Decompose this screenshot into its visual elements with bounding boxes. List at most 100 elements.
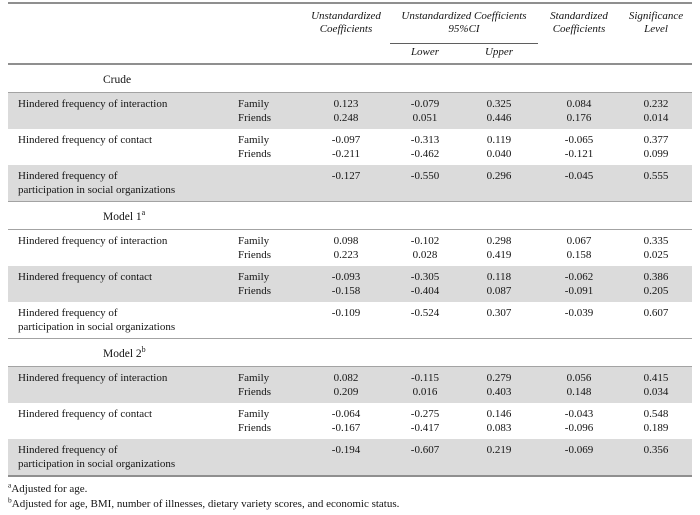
value-line: 0.296 (486, 170, 512, 182)
value-upper: 0.325 0.446 (460, 93, 538, 130)
value-line: 0.119 (486, 134, 512, 146)
value-sig: 0.555 (620, 165, 692, 202)
footnotes: aAdjusted for age. bAdjusted for age, BM… (8, 477, 692, 512)
value-std: -0.039 (538, 302, 620, 339)
value-line: 0.040 (486, 148, 512, 160)
coefficients-table: Unstandardized Coefficients Unstandardiz… (8, 2, 692, 477)
footnote-b: bAdjusted for age, BMI, number of illnes… (8, 495, 692, 512)
value-coef: 0.123 0.248 (302, 93, 390, 130)
value-upper: 0.118 0.087 (460, 266, 538, 302)
footnote-b-text: Adjusted for age, BMI, number of illness… (11, 498, 400, 510)
value-line: 0.219 (486, 444, 512, 456)
footnote-b-marker: b (8, 495, 12, 505)
value-line: 0.118 (486, 271, 512, 283)
value-line: -0.211 (331, 148, 360, 160)
subgroup-label: Friends (238, 386, 271, 398)
subgroup-labels: Family Friends (236, 367, 302, 404)
section-header-row-model-2: Model 2b (8, 338, 692, 367)
column-header-ci-upper: Upper (460, 43, 538, 65)
row-label: Hindered frequency of interaction (18, 372, 168, 384)
value-line: 0.205 (643, 285, 669, 297)
value-line: 0.223 (333, 249, 359, 261)
value-line: 0.099 (643, 148, 669, 160)
value-lower: -0.305 -0.404 (390, 266, 460, 302)
value-upper: 0.119 0.040 (460, 129, 538, 165)
value-coef: -0.194 (302, 439, 390, 476)
value-upper: 0.307 (460, 302, 538, 339)
value-coef: -0.127 (302, 165, 390, 202)
value-line: 0.386 (643, 271, 669, 283)
row-label: Hindered frequency of contact (18, 271, 153, 283)
value-line: 0.016 (412, 386, 438, 398)
table-row: Hindered frequency of contact Family Frien… (8, 403, 692, 439)
value-std: -0.043 -0.096 (538, 403, 620, 439)
value-line: -0.069 (564, 444, 594, 456)
value-line: 0.067 (566, 235, 592, 247)
subgroup-label: Family (238, 271, 270, 283)
value-line: 0.415 (643, 372, 669, 384)
value-line: -0.115 (410, 372, 439, 384)
value-line: -0.158 (331, 285, 361, 297)
value-line: 0.051 (412, 112, 438, 124)
value-line: -0.097 (331, 134, 361, 146)
section-header-row-model-1: Model 1a (8, 201, 692, 230)
value-line: 0.209 (333, 386, 359, 398)
value-line: 0.279 (486, 372, 512, 384)
value-sig: 0.232 0.014 (620, 93, 692, 130)
value-line: 0.056 (566, 372, 592, 384)
value-lower: -0.550 (390, 165, 460, 202)
subgroup-label: Family (238, 98, 270, 110)
subgroup-label: Friends (238, 112, 271, 124)
table-row: Hindered frequency of interaction Family F… (8, 230, 692, 267)
value-line: 0.325 (486, 98, 512, 110)
subgroup-label: Family (238, 408, 270, 420)
value-line: 0.248 (333, 112, 359, 124)
value-line: 0.148 (566, 386, 592, 398)
value-std: -0.045 (538, 165, 620, 202)
column-header-unstandardized-ci: Unstandardized Coefficients 95%CI (390, 3, 538, 44)
value-upper: 0.219 (460, 439, 538, 476)
value-line: 0.377 (643, 134, 669, 146)
value-std: 0.067 0.158 (538, 230, 620, 267)
value-line: -0.065 (564, 134, 594, 146)
row-label: Hindered frequency of interaction (18, 98, 168, 110)
subgroup-labels: Family Friends (236, 403, 302, 439)
value-line: 0.158 (566, 249, 592, 261)
value-line: 0.087 (486, 285, 512, 297)
subgroup-labels: Family Friends (236, 129, 302, 165)
subgroup-label: Friends (238, 148, 271, 160)
value-line: 0.555 (643, 170, 669, 182)
value-line: 0.034 (643, 386, 669, 398)
subgroup-labels: Family Friends (236, 93, 302, 130)
section-footnote-marker: a (141, 208, 146, 218)
table-row: Hindered frequency of participation in s… (8, 165, 692, 202)
subgroup-label: Family (238, 235, 270, 247)
value-sig: 0.335 0.025 (620, 230, 692, 267)
row-label: Hindered frequency of contact (18, 408, 153, 420)
subgroup-label: Friends (238, 422, 271, 434)
value-coef: -0.109 (302, 302, 390, 339)
value-line: -0.045 (564, 170, 594, 182)
value-upper: 0.146 0.083 (460, 403, 538, 439)
value-std: -0.062 -0.091 (538, 266, 620, 302)
table-row: Hindered frequency of participation in s… (8, 302, 692, 339)
value-std: 0.056 0.148 (538, 367, 620, 404)
value-line: -0.167 (331, 422, 361, 434)
value-line: 0.098 (333, 235, 359, 247)
value-line: -0.102 (410, 235, 440, 247)
value-sig: 0.548 0.189 (620, 403, 692, 439)
row-label: Hindered frequency of participation in s… (18, 307, 176, 333)
value-coef: -0.097 -0.211 (302, 129, 390, 165)
value-line: -0.550 (410, 170, 440, 182)
value-line: 0.232 (643, 98, 669, 110)
table-row: Hindered frequency of interaction Family F… (8, 92, 692, 130)
value-line: -0.039 (564, 307, 594, 319)
subgroup-label: Friends (238, 249, 271, 261)
value-line: -0.417 (410, 422, 440, 434)
value-line: -0.127 (331, 170, 361, 182)
column-header-significance-level: Significance Level (620, 3, 692, 65)
value-line: -0.607 (410, 444, 440, 456)
value-line: 0.189 (643, 422, 669, 434)
column-header-standardized-coefficients: Standardized Coefficients (538, 3, 620, 65)
